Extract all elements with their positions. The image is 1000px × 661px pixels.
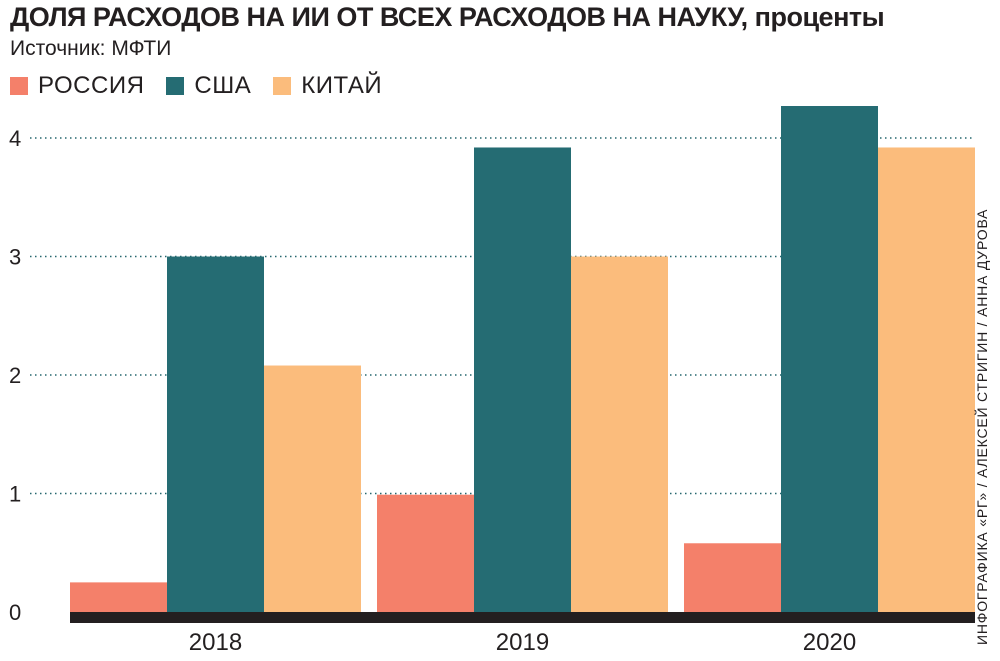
legend-label-russia: РОССИЯ	[38, 72, 145, 99]
x-axis	[70, 612, 975, 623]
x-tick-label-2018: 2018	[189, 629, 242, 656]
legend-item-china: КИТАЙ	[273, 72, 382, 100]
legend-label-china: КИТАЙ	[301, 72, 383, 99]
bar-россия-2019	[377, 494, 474, 612]
x-axis-labels: 2018 2019 2020	[189, 629, 856, 656]
y-tick-label-2: 2	[9, 363, 21, 388]
bar-китай-2019	[571, 256, 668, 612]
legend-swatch-usa	[166, 77, 185, 95]
bar-россия-2018	[70, 582, 167, 612]
bar-сша-2018	[167, 256, 264, 612]
bar-сша-2020	[781, 106, 878, 612]
legend-item-usa: США	[166, 72, 251, 100]
bar-китай-2018	[264, 365, 361, 612]
legend-swatch-china	[273, 77, 292, 95]
bar-сша-2019	[474, 147, 571, 613]
title-main: ДОЛЯ РАСХОДОВ НА ИИ ОТ ВСЕХ РАСХОДОВ НА …	[10, 2, 748, 32]
chart-source: Источник: МФТИ	[10, 37, 172, 60]
x-tick-label-2019: 2019	[496, 629, 549, 656]
credit-text: ИНФОГРАФИКА «РГ» / АЛЕКСЕЙ СТРИГИН / АНН…	[974, 208, 990, 645]
legend-label-usa: США	[194, 72, 252, 99]
x-axis-baseline	[70, 612, 975, 623]
y-tick-label-1: 1	[9, 482, 21, 507]
legend-swatch-russia	[10, 77, 28, 95]
y-tick-label-3: 3	[9, 245, 21, 270]
y-tick-label-4: 4	[9, 126, 21, 151]
legend-item-russia: РОССИЯ	[10, 72, 144, 100]
x-tick-label-2020: 2020	[803, 629, 856, 656]
bars	[70, 106, 975, 613]
y-axis-ticks: 0 1 2 3 4	[9, 126, 21, 625]
bar-китай-2020	[878, 147, 975, 613]
y-tick-label-0: 0	[9, 600, 21, 625]
title-unit: проценты	[754, 2, 885, 32]
bar-россия-2020	[684, 543, 781, 612]
legend: РОССИЯ США КИТАЙ	[10, 72, 404, 100]
chart-title: ДОЛЯ РАСХОДОВ НА ИИ ОТ ВСЕХ РАСХОДОВ НА …	[10, 2, 885, 33]
